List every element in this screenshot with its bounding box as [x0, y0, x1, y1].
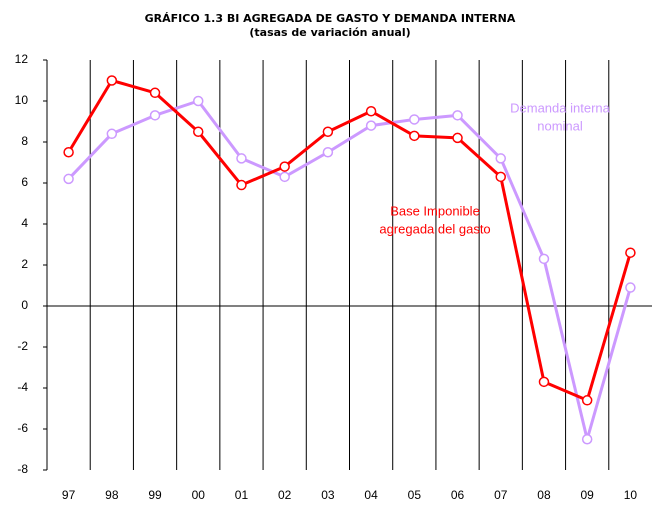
x-tick-label: 09: [580, 488, 594, 502]
point: [236, 179, 247, 191]
x-tick-label: 98: [105, 488, 119, 502]
x-tick-label: 07: [494, 488, 508, 502]
chart-subtitle: (tasas de variación anual): [249, 26, 410, 39]
point: [322, 126, 334, 137]
x-tick-label: 10: [624, 488, 638, 502]
y-tick-label: 8: [21, 134, 28, 148]
point: [409, 114, 420, 125]
series-line: [67, 99, 632, 441]
y-tick-label: 12: [15, 52, 29, 66]
series-label: Demanda interna: [510, 100, 610, 115]
x-tick-label: 05: [408, 488, 422, 502]
point: [538, 253, 550, 265]
x-tick-label: 03: [321, 488, 335, 502]
point: [106, 128, 118, 140]
y-tick-label: -2: [17, 339, 28, 353]
x-tick-label: 02: [278, 488, 292, 502]
point: [63, 147, 74, 158]
x-tick-label: 04: [364, 488, 378, 502]
point: [495, 153, 506, 164]
point: [322, 147, 334, 158]
series-label: nominal: [537, 118, 583, 133]
point: [193, 95, 204, 107]
x-tick-label: 01: [235, 488, 249, 502]
point: [149, 87, 161, 99]
point: [409, 130, 420, 142]
point: [279, 171, 290, 183]
x-tick-label: 99: [148, 488, 162, 502]
x-tick-label: 08: [537, 488, 551, 502]
y-tick-label: 4: [21, 216, 28, 230]
point: [452, 132, 463, 144]
point: [625, 282, 636, 293]
point: [236, 153, 247, 164]
point: [149, 110, 161, 121]
y-tick-label: -6: [17, 421, 28, 435]
chart-title: GRÁFICO 1.3 BI AGREGADA DE GASTO Y DEMAN…: [145, 12, 516, 25]
point: [625, 247, 636, 258]
point: [581, 434, 593, 445]
point: [495, 171, 506, 183]
point: [452, 110, 463, 121]
point: [279, 161, 290, 172]
point: [106, 75, 118, 86]
point: [193, 126, 204, 137]
series-line: [67, 79, 632, 402]
point: [365, 120, 377, 131]
point: [365, 106, 377, 117]
y-tick-label: 10: [15, 93, 29, 107]
y-tick-label: -4: [17, 380, 28, 394]
x-tick-label: 00: [192, 488, 206, 502]
x-tick-label: 06: [451, 488, 465, 502]
series-label: agregada del gasto: [379, 221, 490, 236]
y-tick-label: -8: [17, 462, 28, 476]
y-tick-label: 6: [21, 175, 28, 189]
point: [63, 173, 74, 185]
x-tick-label: 97: [62, 488, 76, 502]
point: [581, 395, 593, 406]
point: [538, 376, 550, 388]
y-tick-label: 2: [21, 257, 28, 271]
y-tick-label: 0: [21, 298, 28, 312]
series-label: Base Imponible: [390, 203, 480, 218]
